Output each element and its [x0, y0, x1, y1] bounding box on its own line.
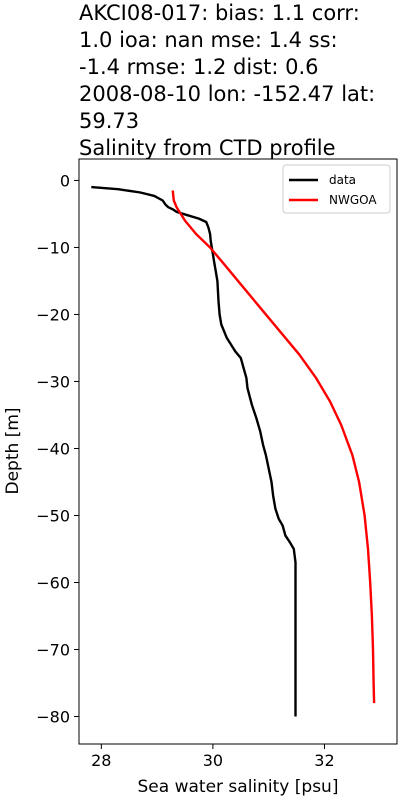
x-tick-label: 28 — [91, 751, 111, 770]
plot-area — [78, 158, 398, 745]
chart-title: AKCI08-017: bias: 1.1 corr: 1.0 ioa: nan… — [79, 1, 376, 160]
series-layer — [91, 185, 376, 717]
y-tick-label: −40 — [36, 439, 70, 458]
x-axis-label: Sea water salinity [psu] — [138, 777, 339, 797]
ticks-layer: 28 30 32 0 −10 −20 −30 −40 −50 −60 −70 −80 — [36, 171, 334, 770]
x-tick-label: 30 — [203, 751, 223, 770]
legend-label-data: data — [329, 173, 356, 187]
x-tick-label: 32 — [314, 751, 334, 770]
series-line-nwgoa — [171, 190, 376, 704]
y-tick-label: −70 — [36, 641, 70, 660]
y-axis-label: Depth [m] — [3, 407, 23, 494]
y-tick-label: −20 — [36, 305, 70, 324]
y-tick-label: −50 — [36, 506, 70, 525]
y-tick-label: −80 — [36, 708, 70, 727]
legend: data NWGOA — [282, 164, 391, 214]
y-tick-label: −60 — [36, 574, 70, 593]
y-tick-label: −10 — [36, 238, 70, 257]
y-tick-label: 0 — [60, 171, 70, 190]
legend-label-nwgoa: NWGOA — [329, 193, 377, 207]
y-tick-label: −30 — [36, 372, 70, 391]
series-line-data — [91, 185, 297, 717]
